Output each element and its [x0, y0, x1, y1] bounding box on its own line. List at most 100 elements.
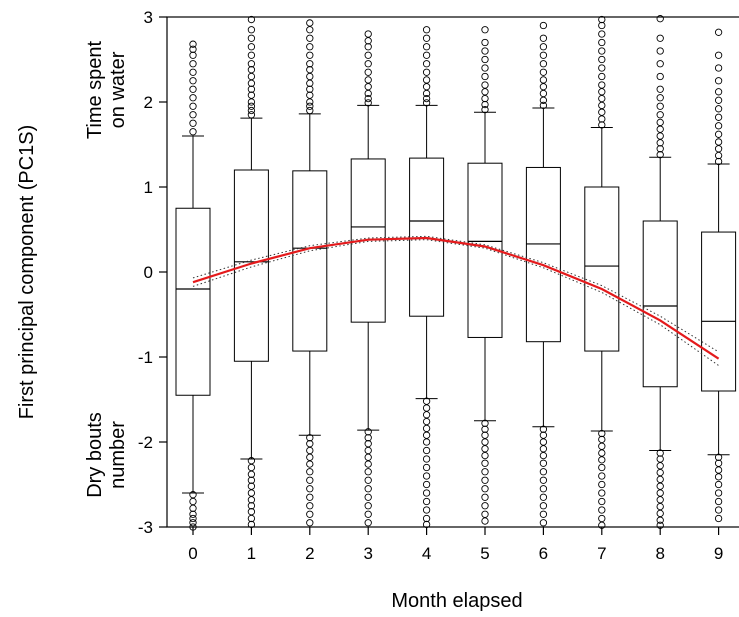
outlier-point [306, 72, 314, 81]
outlier-point [364, 60, 372, 68]
outlier-point [656, 496, 664, 504]
y-tick-label: 1 [144, 178, 153, 197]
iqr-box [350, 158, 386, 323]
outlier-point [247, 482, 256, 490]
outlier-point [247, 489, 256, 497]
outlier-point [247, 520, 256, 529]
outlier-point [422, 489, 431, 497]
outlier-point [539, 60, 548, 68]
outlier-point [364, 502, 372, 510]
outlier-point [422, 424, 431, 433]
outlier-point [656, 111, 664, 119]
outlier-point [481, 502, 489, 510]
outlier-point [656, 15, 664, 23]
y-tick-label: 2 [144, 93, 153, 112]
outlier-point [306, 510, 314, 518]
outlier-point [598, 15, 606, 24]
outlier-point [539, 68, 548, 76]
outlier-point [306, 60, 314, 68]
outlier-point [247, 502, 256, 510]
outlier-point [422, 94, 431, 103]
outlier-points [189, 15, 723, 531]
outlier-point [656, 85, 664, 93]
box-month-8 [642, 156, 678, 451]
outlier-point [598, 108, 606, 116]
outlier-point [598, 514, 606, 523]
outlier-point [247, 476, 256, 484]
outlier-point [189, 497, 197, 506]
outlier-point [539, 451, 548, 460]
outlier-point [364, 51, 372, 59]
trend-ci-lower-line [192, 239, 719, 366]
outlier-point [422, 68, 431, 76]
y-axis-top-note: Time spenton water [84, 40, 129, 139]
outlier-point [656, 482, 664, 490]
outlier-point [422, 43, 431, 51]
outlier-point [481, 38, 489, 47]
iqr-box [409, 157, 445, 317]
outlier-point [189, 45, 197, 53]
outlier-point [656, 509, 664, 518]
outlier-point [481, 72, 489, 81]
outlier-point [422, 404, 431, 412]
outlier-point [539, 485, 548, 493]
outlier-point [247, 72, 256, 81]
x-tick-label: 6 [539, 544, 548, 563]
outlier-point [422, 26, 431, 34]
outlier-point [714, 138, 723, 146]
outlier-point [481, 55, 489, 64]
outlier-point [422, 51, 431, 59]
outlier-point [714, 105, 723, 113]
trend-line [192, 236, 720, 360]
outlier-point [714, 157, 723, 166]
outlier-point [364, 99, 372, 107]
x-tick-label: 4 [422, 544, 431, 563]
outlier-point [598, 94, 606, 103]
iqr-box [233, 169, 269, 362]
outlier-point [247, 514, 256, 523]
outlier-point [306, 493, 314, 501]
outlier-point [714, 77, 723, 85]
outlier-point [539, 34, 548, 42]
outlier-point [247, 60, 256, 68]
outlier-point [539, 101, 548, 110]
x-tick-label: 0 [188, 544, 197, 563]
outlier-point [598, 456, 606, 464]
outlier-point [656, 475, 664, 484]
outlier-point [364, 43, 372, 51]
outlier-point [598, 101, 606, 110]
outlier-point [189, 94, 197, 102]
outlier-point [422, 514, 431, 523]
outlier-point [306, 91, 314, 99]
outlier-point [189, 128, 197, 136]
x-axis-title: Month elapsed [391, 590, 522, 612]
outlier-point [306, 79, 314, 87]
outlier-point [714, 64, 723, 72]
y-tick-label: 0 [144, 263, 153, 282]
iqr-box [467, 162, 503, 338]
outlier-point [189, 514, 197, 523]
outlier-point [656, 94, 664, 102]
outlier-point [714, 497, 723, 506]
outlier-point [714, 466, 723, 474]
outlier-point [306, 460, 314, 468]
outlier-point [247, 98, 256, 106]
outlier-point [247, 508, 256, 516]
outlier-point [656, 462, 664, 470]
outlier-point [714, 506, 723, 514]
outlier-point [481, 47, 489, 55]
outlier-point [247, 463, 256, 472]
outlier-point [598, 64, 606, 72]
outlier-point [656, 521, 664, 529]
outlier-point [539, 502, 548, 510]
outlier-point [422, 438, 431, 446]
outlier-point [598, 506, 606, 514]
outlier-point [598, 489, 606, 497]
box-month-2 [292, 113, 328, 436]
outlier-point [306, 502, 314, 510]
outlier-point [714, 151, 723, 160]
outlier-point [481, 476, 489, 484]
outlier-point [306, 34, 314, 42]
x-tick-label: 1 [247, 544, 256, 563]
outlier-point [656, 102, 664, 110]
